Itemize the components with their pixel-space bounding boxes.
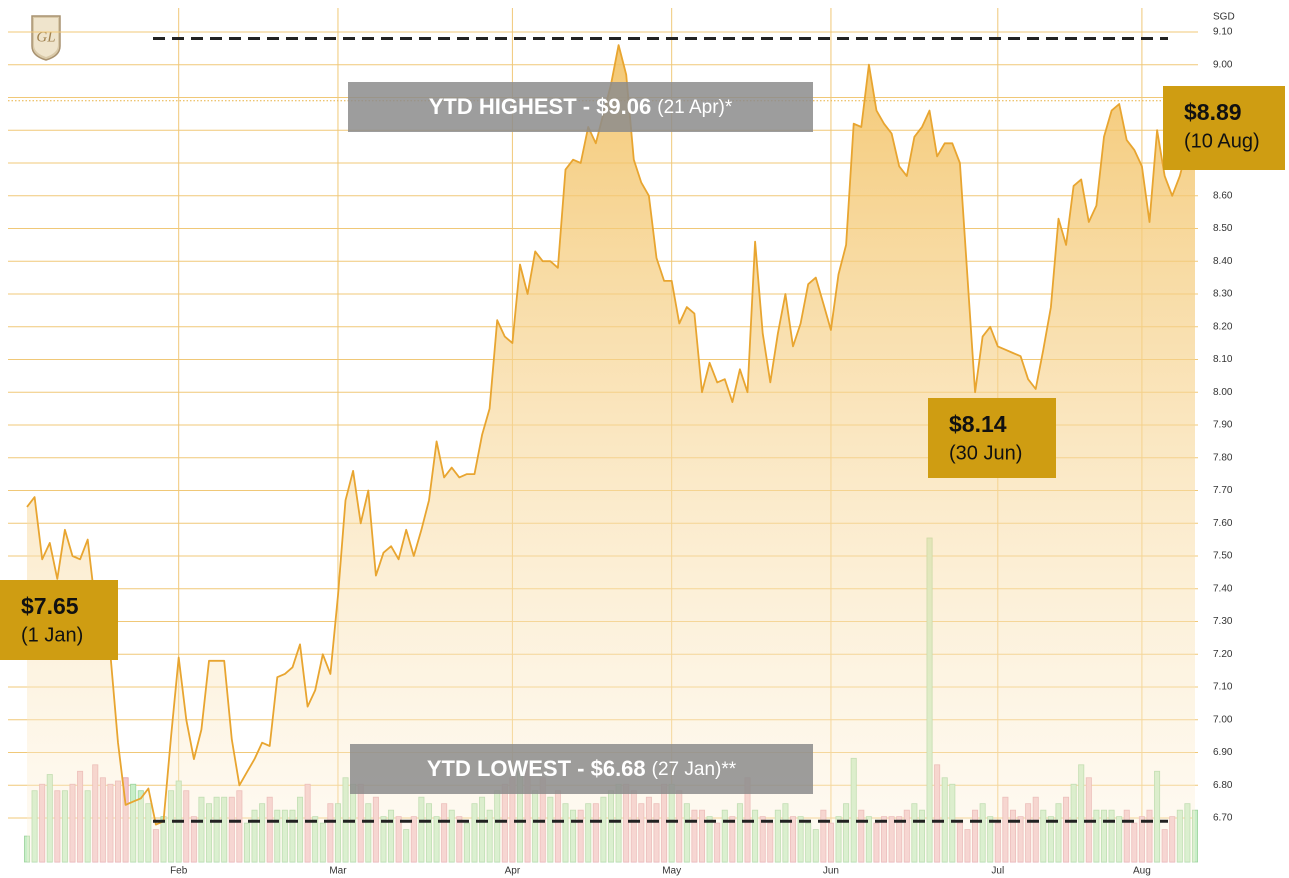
annotation-bold: YTD LOWEST - $6.68 [427,756,646,781]
y-tick-label: 8.50 [1213,223,1233,234]
y-tick-label: 7.30 [1213,616,1233,627]
price-label-box [0,580,118,660]
y-tick-label: 7.40 [1213,583,1233,594]
y-tick-label: 7.90 [1213,420,1233,431]
price-label: $8.89 [1184,99,1242,125]
price-label-box [928,398,1056,478]
annotation-text: YTD LOWEST - $6.68 (27 Jan)** [427,756,737,781]
y-tick-label: 8.60 [1213,190,1233,201]
price-label: $7.65 [21,593,79,619]
annotation-date: (21 Apr)* [657,97,733,118]
price-label-date: (1 Jan) [21,624,83,646]
x-tick-label: Feb [170,866,188,877]
y-tick-label: 7.10 [1213,682,1233,693]
y-tick-label: 7.50 [1213,551,1233,562]
x-tick-label: Apr [505,866,521,877]
y-tick-label: 7.00 [1213,714,1233,725]
y-tick-label: 7.70 [1213,485,1233,496]
annotation-box [350,744,813,794]
x-tick-label: May [662,866,681,877]
y-tick-label: 7.20 [1213,649,1233,660]
axis-unit: SGD [1213,12,1235,23]
y-tick-label: 6.90 [1213,747,1233,758]
price-label-date: (10 Aug) [1184,130,1260,152]
y-tick-label: 9.10 [1213,27,1233,38]
y-tick-label: 8.40 [1213,256,1233,267]
y-tick-label: 6.80 [1213,780,1233,791]
y-tick-label: 9.00 [1213,59,1233,70]
annotation-date: (27 Jan)** [652,759,737,780]
annotation-text: YTD HIGHEST - $9.06 (21 Apr)* [429,94,733,119]
y-tick-label: 8.30 [1213,289,1233,300]
y-tick-label: 8.20 [1213,321,1233,332]
price-area [27,45,1195,863]
x-tick-label: Mar [329,866,347,877]
y-tick-label: 8.00 [1213,387,1233,398]
svg-text:GL: GL [36,29,55,45]
y-tick-label: 6.70 [1213,813,1233,824]
y-tick-label: 8.10 [1213,354,1233,365]
y-tick-label: 7.60 [1213,518,1233,529]
logo: GL [31,15,61,61]
x-tick-label: Jul [991,866,1004,877]
y-tick-label: 7.80 [1213,452,1233,463]
annotation-box [348,82,813,132]
price-label-date: (30 Jun) [949,442,1022,464]
annotation-bold: YTD HIGHEST - $9.06 [429,94,652,119]
price-label: $8.14 [949,411,1007,437]
price-label-box [1163,86,1285,170]
x-tick-label: Aug [1133,866,1151,877]
x-tick-label: Jun [823,866,839,877]
